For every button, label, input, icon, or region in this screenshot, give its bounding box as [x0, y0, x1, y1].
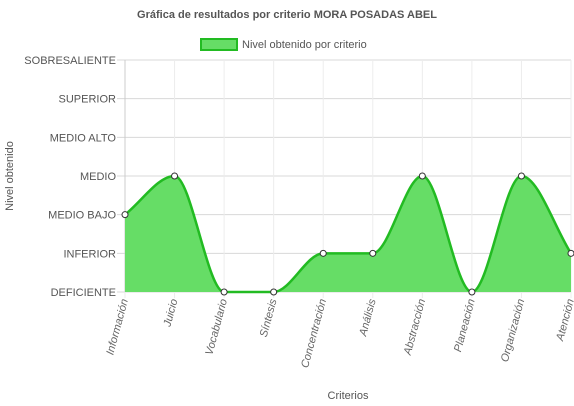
series-area — [124, 174, 573, 294]
x-axis-title: Criterios — [328, 390, 369, 402]
chart-title: Gráfica de resultados por criterio MORA … — [137, 9, 437, 21]
y-tick-label: SUPERIOR — [59, 94, 117, 106]
y-tick-label: DEFICIENTE — [51, 287, 116, 299]
y-axis-ticks: DEFICIENTE INFERIOR MEDIO BAJO MEDIO MEDIO A… — [24, 55, 116, 299]
y-tick-label: MEDIO — [80, 171, 117, 183]
data-point — [517, 172, 525, 180]
x-tick-label: Atención — [554, 298, 574, 343]
x-tick-label: Abstracción — [402, 298, 429, 358]
legend[interactable]: Nivel obtenido por criterio — [200, 38, 367, 51]
y-tick-label: SOBRESALIENTE — [24, 55, 116, 67]
data-point — [369, 249, 377, 257]
data-point — [468, 288, 476, 296]
data-point — [171, 172, 179, 180]
data-point — [270, 288, 278, 296]
data-point — [121, 211, 129, 219]
data-point — [220, 288, 228, 296]
y-tick-label: MEDIO ALTO — [50, 132, 117, 144]
legend-label: Nivel obtenido por criterio — [242, 39, 367, 51]
x-tick-label: Vocabulario — [203, 298, 230, 357]
x-tick-label: Información — [104, 298, 130, 357]
x-tick-label: Análisis — [357, 297, 379, 338]
x-tick-label: Concentración — [299, 298, 329, 370]
x-tick-label: Planeación — [452, 298, 478, 354]
data-point — [319, 249, 327, 257]
x-axis-ticks: Información Juicio Vocabulario Síntesis Conc… — [104, 297, 574, 369]
data-point — [418, 172, 426, 180]
y-tick-label: INFERIOR — [63, 248, 116, 260]
series-area-fill — [125, 176, 571, 292]
x-tick-label: Síntesis — [258, 297, 280, 338]
legend-swatch — [200, 38, 238, 51]
data-point — [567, 249, 574, 257]
x-tick-label: Organización — [499, 298, 527, 364]
y-axis-title: Nivel obtenido — [4, 141, 16, 211]
y-tick-label: MEDIO BAJO — [48, 210, 116, 222]
data-points — [121, 172, 574, 296]
x-tick-label: Juicio — [161, 298, 180, 329]
